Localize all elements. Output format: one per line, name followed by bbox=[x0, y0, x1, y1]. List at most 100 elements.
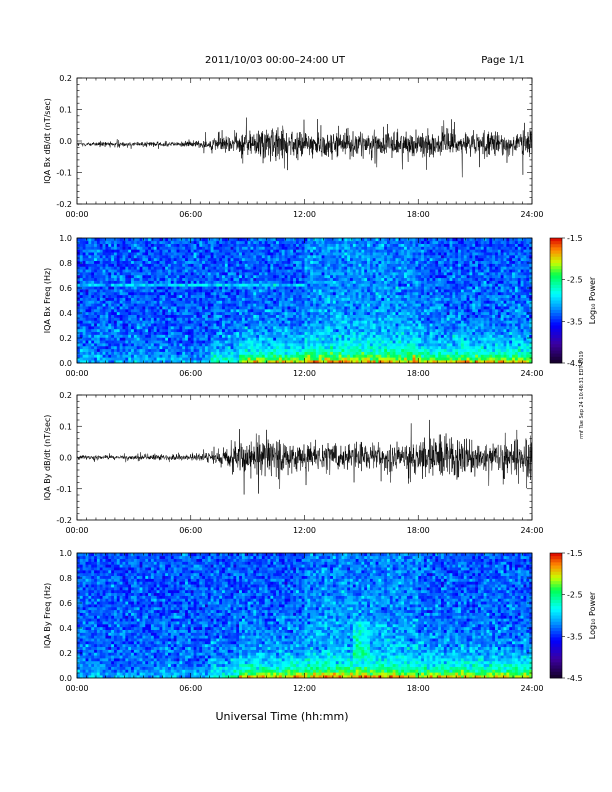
spectrogram-cell bbox=[324, 314, 328, 318]
spectrogram-cell bbox=[256, 348, 260, 352]
spectrogram-cell bbox=[182, 357, 186, 361]
spectrogram-cell bbox=[185, 309, 189, 313]
spectrogram-cell bbox=[128, 291, 132, 296]
spectrogram-cell bbox=[196, 300, 200, 304]
spectrogram-cell bbox=[347, 249, 351, 253]
spectrogram-cell bbox=[386, 272, 391, 276]
spectrogram-cell bbox=[375, 300, 379, 304]
spectrogram-cell bbox=[168, 263, 172, 267]
spectrogram-cell bbox=[136, 297, 140, 301]
spectrogram-cell bbox=[102, 323, 106, 327]
spectrogram-cell bbox=[111, 328, 115, 333]
spectrogram-cell bbox=[259, 280, 263, 284]
spectrogram-cell bbox=[142, 317, 146, 321]
spectrogram-cell bbox=[372, 323, 376, 327]
spectrogram-cell bbox=[267, 280, 271, 284]
spectrogram-cell bbox=[318, 343, 322, 347]
spectrogram-cell bbox=[190, 354, 194, 358]
spectrogram-cell bbox=[253, 272, 257, 276]
spectrogram-cell bbox=[375, 238, 379, 242]
spectrogram-cell bbox=[344, 351, 348, 355]
spectrogram-cell bbox=[94, 294, 98, 298]
spectrogram-cell bbox=[190, 300, 194, 304]
spectrogram-cell bbox=[165, 252, 169, 256]
spectrogram-cell bbox=[270, 311, 274, 315]
spectrogram-cell bbox=[179, 255, 183, 259]
spectrogram-cell bbox=[338, 255, 342, 259]
spectrogram-cell bbox=[85, 269, 89, 273]
spectrogram-cell bbox=[102, 274, 106, 279]
spectrogram-cell bbox=[244, 260, 248, 264]
spectrogram-cell bbox=[315, 311, 320, 315]
spectrogram-cell bbox=[230, 320, 234, 324]
spectrogram-cell bbox=[287, 328, 291, 333]
spectrogram-cell bbox=[250, 309, 254, 313]
spectrogram-cell bbox=[330, 340, 334, 344]
spectrogram-cell bbox=[386, 263, 391, 267]
spectrogram-cell bbox=[281, 303, 285, 307]
spectrogram-cell bbox=[315, 277, 320, 281]
spectrogram-cell bbox=[108, 260, 112, 264]
spectrogram-cell bbox=[284, 297, 288, 301]
spectrogram-cell bbox=[190, 286, 194, 290]
spectrogram-cell bbox=[372, 294, 376, 298]
spectrogram-cell bbox=[145, 314, 149, 318]
spectrogram-cell bbox=[372, 249, 376, 253]
spectrogram-cell bbox=[355, 297, 359, 301]
spectrogram-cell bbox=[179, 274, 183, 279]
spectrogram-cell bbox=[327, 297, 331, 301]
spectrogram-cell bbox=[267, 323, 271, 327]
spectrogram-cell bbox=[185, 314, 189, 318]
spectrogram-cell bbox=[131, 272, 135, 276]
spectrogram-cell bbox=[193, 257, 197, 262]
spectrogram-cell bbox=[227, 272, 231, 276]
spectrogram-cell bbox=[298, 343, 302, 347]
spectrogram-cell bbox=[276, 317, 280, 321]
spectrogram-cell bbox=[168, 337, 172, 341]
spectrogram-cell bbox=[361, 246, 365, 250]
spectrogram-cell bbox=[165, 300, 169, 304]
spectrogram-cell bbox=[313, 351, 317, 355]
spectrogram-cell bbox=[295, 274, 300, 279]
spectrogram-cell bbox=[216, 252, 220, 256]
spectrogram-cell bbox=[253, 357, 257, 361]
spectrogram-cell bbox=[133, 351, 138, 355]
spectrogram-cell bbox=[321, 306, 325, 310]
spectrogram-cell bbox=[332, 272, 337, 276]
spectrogram-cell bbox=[131, 246, 135, 250]
spectrogram-cell bbox=[270, 337, 274, 341]
spectrogram-cell bbox=[241, 283, 246, 287]
spectrogram-cell bbox=[381, 294, 385, 298]
spectrogram-cell bbox=[281, 243, 285, 247]
spectrogram-cell bbox=[224, 348, 229, 352]
spectrogram-cell bbox=[224, 354, 229, 358]
spectrogram-cell bbox=[298, 255, 302, 259]
spectrogram-cell bbox=[318, 323, 322, 327]
spectrogram-cell bbox=[350, 306, 354, 310]
spectrogram-cell bbox=[261, 269, 265, 273]
spectrogram-cell bbox=[145, 255, 149, 259]
spectrogram-cell bbox=[204, 314, 209, 318]
spectrogram-cell bbox=[128, 255, 132, 259]
spectrogram-cell bbox=[244, 272, 248, 276]
spectrogram-cell bbox=[88, 246, 92, 250]
spectrogram-cell bbox=[278, 286, 283, 290]
spectrogram-cell bbox=[298, 300, 302, 304]
spectrogram-cell bbox=[204, 286, 209, 290]
spectrogram-cell bbox=[224, 272, 229, 276]
spectrogram-cell bbox=[159, 243, 163, 247]
spectrogram-cell bbox=[372, 257, 376, 262]
spectrogram-cell bbox=[295, 326, 300, 330]
spectrogram-cell bbox=[330, 337, 334, 341]
spectrogram-cell bbox=[244, 257, 248, 262]
spectrogram-cell bbox=[145, 306, 149, 310]
spectrogram-cell bbox=[386, 326, 391, 330]
spectrogram-cell bbox=[247, 257, 251, 262]
spectrogram-cell bbox=[128, 240, 132, 244]
spectrogram-cell bbox=[210, 294, 214, 298]
spectrogram-cell bbox=[111, 340, 115, 344]
spectrogram-cell bbox=[190, 252, 194, 256]
spectrogram-cell bbox=[179, 348, 183, 352]
spectrogram-cell bbox=[241, 255, 246, 259]
spectrogram-cell bbox=[381, 238, 385, 242]
